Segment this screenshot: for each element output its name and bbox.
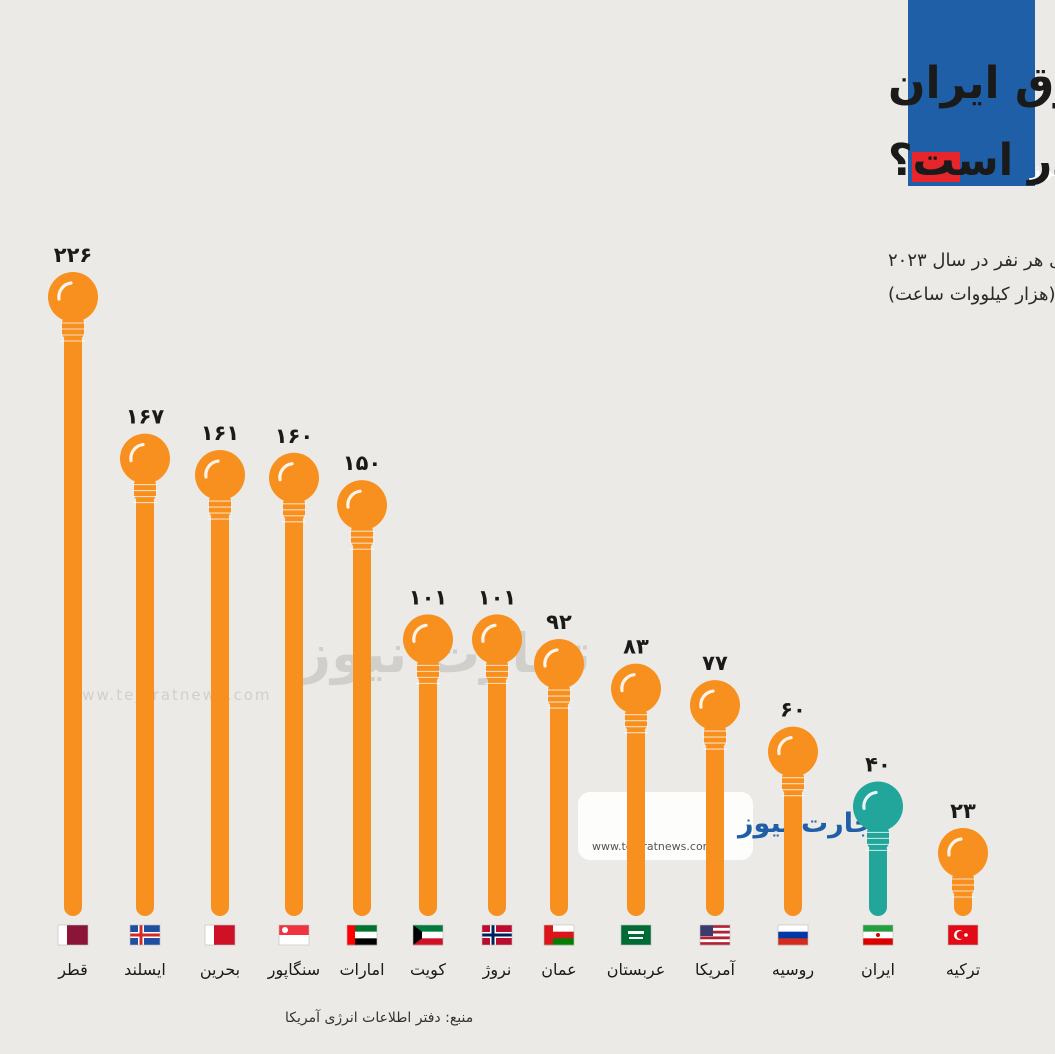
category-label: کویت [410,960,446,980]
bar-2: ۱۶۱ بحرین [195,421,245,980]
value-label: ۷۷ [702,651,728,675]
bar-bulb [853,781,903,832]
flag-kuwait-icon [412,924,444,946]
bar-stem [285,511,303,916]
bar-stem [64,331,82,916]
value-label: ۱۶۱ [201,421,239,445]
bar-11: ۴۰ ایران [853,752,903,980]
bar-6: ۱۰۱ نروژ [472,585,522,980]
category-label: سنگاپور [267,960,320,980]
category-label: بحرین [200,960,240,980]
bar-stem [627,722,645,916]
category-label: قطر [57,960,88,980]
category-label: ایران [861,960,895,980]
category-label: امارات [339,960,384,980]
bar-bulb [337,480,387,531]
bar-bulb [48,272,98,322]
bar-bulb [269,452,319,503]
watermark-small: تجارت نیوز www.tejaratnews.com [578,792,883,860]
value-label: ۲۳ [950,799,976,823]
bar-7: ۹۲ عمان [534,610,584,979]
value-label: ۹۲ [546,610,572,634]
value-label: ۸۳ [623,635,649,659]
bar-series: ۲۲۶ قطر ۱۶۷ ایسلند ۱۶۱ بحرین ۱۶۰ سنگاپور ۱۵۰ امار… [48,243,988,980]
flag-bahrain-icon [204,924,236,946]
source-note: منبع: دفتر اطلاعات انرژی آمریکا [285,1009,473,1026]
title-line-1: مصرف برق ایران [888,58,1055,109]
brand-logo: تجارت نیوز [908,0,1055,186]
category-label: عربستان [607,960,666,980]
bar-9: ۷۷ آمریکا [690,651,740,980]
bar-stem [488,673,506,916]
bar-bulb [534,639,584,690]
flag-turkey-icon [947,924,979,946]
value-label: ۱۰۱ [478,585,516,609]
brand-logo-text: تجارت نیوز [1029,159,1055,181]
bar-stem [211,509,229,916]
category-label: روسیه [772,960,814,980]
chart-subtitle: سرانه متوسط انرژی الکتریکی برای هر نفر د… [888,250,1055,271]
value-label: ۱۵۰ [343,451,381,475]
bar-bulb [690,680,740,731]
value-label: ۱۶۰ [275,424,313,448]
watermark-url: www.tejaratnews.com [68,686,272,704]
bar-stem [869,840,887,916]
flag-iran-icon [862,924,894,946]
category-label: آمریکا [695,960,737,980]
chart-unit: (هزار کیلووات ساعت) [888,284,1055,305]
value-label: ۴۰ [865,752,891,776]
bar-stem [136,492,154,916]
value-label: ۱۰۱ [409,585,447,609]
bar-stem [784,785,802,916]
bar-bulb [611,663,661,714]
title-line-2: در مقایسه با سایر کشورها چقدر است؟ [888,135,1055,186]
flag-qatar-icon [57,924,89,946]
value-label: ۲۲۶ [54,243,92,267]
bar-5: ۱۰۱ کویت [403,585,453,980]
flag-singapore-icon [278,924,310,946]
bar-bulb [768,726,818,777]
bar-stem [706,739,724,916]
bar-4: ۱۵۰ امارات [337,451,387,980]
flag-russia-icon [777,924,809,946]
bar-bulb [195,450,245,501]
bar-bulb [472,614,522,665]
category-label: ایسلند [124,960,166,979]
bar-bulb [403,614,453,665]
flag-uae-icon [346,924,378,946]
value-label: ۱۶۷ [126,405,165,429]
flag-usa-icon [699,924,731,946]
bar-1: ۱۶۷ ایسلند [120,405,170,979]
category-label: عمان [541,960,576,979]
watermark-small-url: www.tejaratnews.com [592,840,713,853]
bar-stem [419,673,437,916]
flag-saudi-arabia-icon [620,924,652,946]
bar-0: ۲۲۶ قطر [48,243,98,980]
bar-bulb [120,433,170,484]
category-label: ترکیه [946,960,980,980]
bar-stem [550,698,568,916]
flag-iceland-icon [129,924,161,946]
bar-3: ۱۶۰ سنگاپور [267,424,320,980]
bar-bulb [938,828,988,879]
bar-12: ۲۳ ترکیه [938,799,988,980]
bar-8: ۸۳ عربستان [607,635,666,980]
category-label: نروژ [482,960,512,980]
flag-oman-icon [543,924,575,946]
flag-norway-icon [481,924,513,946]
value-label: ۶۰ [780,698,806,722]
bar-stem [353,539,371,916]
bar-10: ۶۰ روسیه [768,698,818,980]
